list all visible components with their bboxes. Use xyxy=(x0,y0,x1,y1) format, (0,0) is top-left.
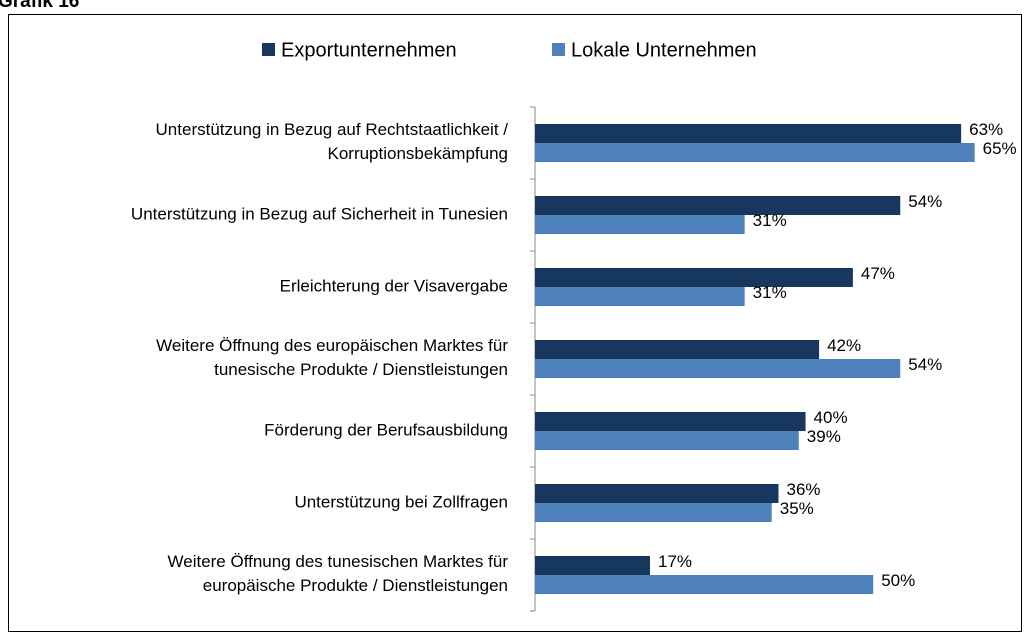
value-label: 50% xyxy=(881,571,915,590)
category-label: Unterstützung in Bezug auf Rechtstaatlic… xyxy=(156,120,509,163)
value-label: 36% xyxy=(787,480,821,499)
category-label: Förderung der Berufsausbildung xyxy=(264,420,508,439)
category-label: Erleichterung der Visavergabe xyxy=(280,276,508,295)
value-label: 65% xyxy=(983,139,1017,158)
bar xyxy=(535,215,745,234)
frame xyxy=(8,14,1022,632)
value-label: 17% xyxy=(658,552,692,571)
value-label: 42% xyxy=(827,336,861,355)
legend-swatch xyxy=(552,43,565,56)
bar xyxy=(535,143,975,162)
chart-title: Grafik 16 xyxy=(0,0,79,12)
bar xyxy=(535,124,962,143)
value-label: 31% xyxy=(753,283,787,302)
bar xyxy=(535,412,806,431)
legend-label: Lokale Unternehmen xyxy=(571,39,757,61)
category-label: Unterstützung bei Zollfragen xyxy=(294,492,508,511)
bar xyxy=(535,575,874,594)
legend-label: Exportunternehmen xyxy=(281,39,457,61)
value-label: 54% xyxy=(908,355,942,374)
bar xyxy=(535,556,650,575)
bar xyxy=(535,503,772,522)
bar xyxy=(535,287,745,306)
bar xyxy=(535,484,779,503)
bar xyxy=(535,340,820,359)
bar xyxy=(535,431,799,450)
value-label: 40% xyxy=(814,408,848,427)
value-label: 54% xyxy=(908,192,942,211)
category-label: Weitere Öffnung des tunesischen Marktes … xyxy=(168,552,509,595)
legend-swatch xyxy=(262,43,275,56)
bar xyxy=(535,196,901,215)
value-label: 63% xyxy=(969,120,1003,139)
value-label: 47% xyxy=(861,264,895,283)
value-label: 35% xyxy=(780,499,814,518)
category-label: Unterstützung in Bezug auf Sicherheit in… xyxy=(131,204,508,223)
value-label: 31% xyxy=(753,211,787,230)
value-label: 39% xyxy=(807,427,841,446)
bar xyxy=(535,268,853,287)
bar xyxy=(535,359,901,378)
category-label: Weitere Öffnung des europäischen Marktes… xyxy=(156,336,508,379)
